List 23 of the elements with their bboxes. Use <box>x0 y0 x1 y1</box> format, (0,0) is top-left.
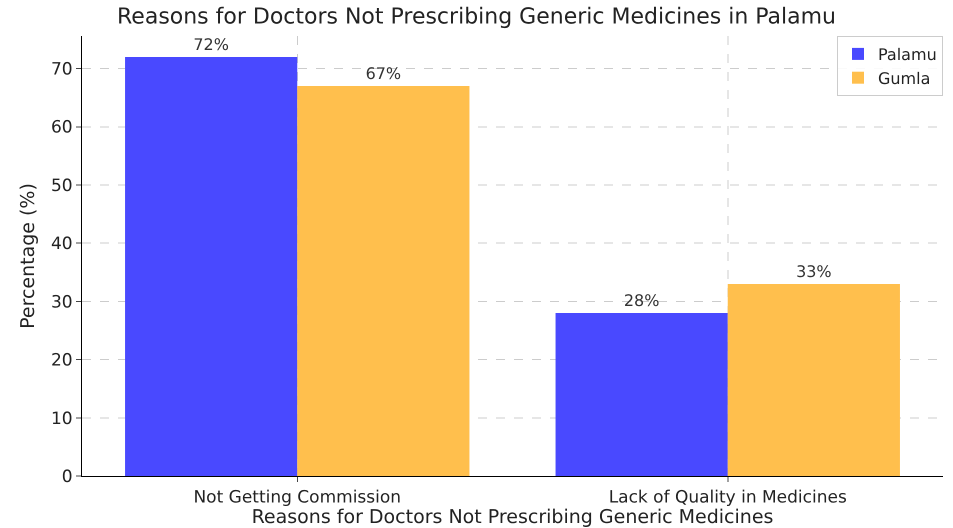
data-label: 28% <box>624 291 660 310</box>
bar <box>556 313 728 476</box>
bar <box>125 56 298 476</box>
y-tick-label: 40 <box>50 234 73 254</box>
y-tick-label: 10 <box>50 408 73 429</box>
bar <box>728 284 900 476</box>
y-tick-label: 50 <box>50 176 73 196</box>
data-label: 72% <box>193 34 229 54</box>
x-axis-title: Reasons for Doctors Not Prescribing Generic Medicines <box>252 506 774 528</box>
chart-title: Reasons for Doctors Not Prescribing Generic Medicines in Palamu <box>117 4 836 30</box>
y-tick-label: 30 <box>50 292 73 312</box>
bar <box>297 86 470 476</box>
y-tick-label: 70 <box>50 60 73 80</box>
y-tick-label: 0 <box>62 466 73 487</box>
x-tick-label: Not Getting Commission <box>193 487 402 508</box>
data-label: 67% <box>366 64 402 84</box>
legend-label: Palamu <box>878 45 937 64</box>
y-tick-label: 60 <box>50 118 73 138</box>
y-axis-title: Percentage (%) <box>17 183 39 329</box>
x-tick-label: Lack of Quality in Medicines <box>608 487 847 508</box>
data-label: 33% <box>796 262 832 281</box>
y-tick-label: 20 <box>50 350 73 371</box>
legend-label: Gumla <box>878 68 930 88</box>
